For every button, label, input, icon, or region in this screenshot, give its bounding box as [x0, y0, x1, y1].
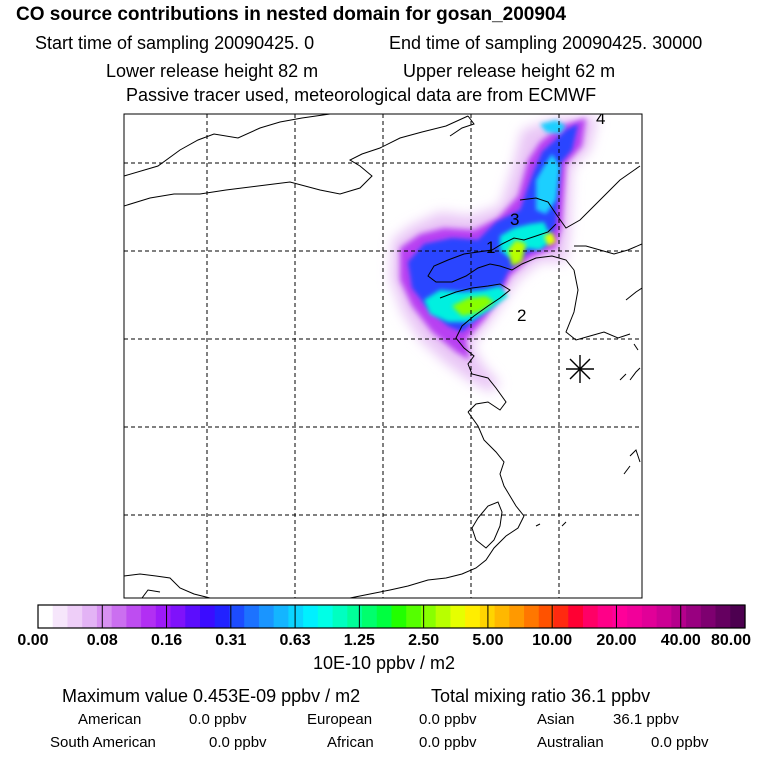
- colorbar-swatch: [362, 605, 378, 628]
- coastlines: [124, 114, 642, 598]
- plume-blue: [408, 124, 578, 332]
- region-name: Australian: [537, 734, 604, 751]
- region-name: American: [78, 711, 142, 728]
- colorbar-swatch: [450, 605, 466, 628]
- region-value: 0.0 ppbv: [209, 734, 267, 751]
- map-grid: [124, 114, 642, 598]
- colorbar-swatch: [627, 605, 643, 628]
- region-name: Asian: [537, 711, 575, 728]
- colorbar-tick-label: 20.00: [596, 632, 636, 649]
- colorbar-swatch: [671, 605, 687, 628]
- colorbar-swatch: [347, 605, 363, 628]
- colorbar-tick-label: 0.00: [17, 632, 48, 649]
- colorbar-swatch: [700, 605, 717, 628]
- chart-title: CO source contributions in nested domain…: [16, 4, 567, 25]
- colorbar-swatch: [111, 605, 127, 628]
- colorbar-swatch: [214, 605, 231, 628]
- source-label: 1: [486, 238, 495, 257]
- colorbar-swatch: [538, 605, 555, 628]
- colorbar-swatch: [420, 605, 437, 628]
- colorbar-swatch: [288, 605, 304, 628]
- colorbar-swatch: [82, 605, 98, 628]
- colorbar-swatch: [391, 605, 407, 628]
- colorbar-swatch: [730, 605, 746, 628]
- colorbar-tick-label: 0.31: [215, 632, 246, 649]
- colorbar-tick-label: 80.00: [711, 632, 751, 649]
- colorbar-swatch: [465, 605, 481, 628]
- region-value: 0.0 ppbv: [419, 711, 477, 728]
- colorbar-swatch: [553, 605, 569, 628]
- colorbar-swatch: [170, 605, 186, 628]
- colorbar-units: 10E-10 ppbv / m2: [312, 653, 456, 673]
- colorbar-swatch: [244, 605, 260, 628]
- colorbar-swatch: [303, 605, 319, 628]
- region-value: 0.0 ppbv: [651, 734, 709, 751]
- plume-core: [452, 232, 556, 316]
- source-label: 2: [517, 306, 526, 325]
- colorbar-swatch: [126, 605, 142, 628]
- colorbar-swatch: [185, 605, 201, 628]
- colorbar-swatch: [656, 605, 672, 628]
- colorbar-swatch: [568, 605, 584, 628]
- source-labels: 1 2 3 4: [486, 109, 605, 325]
- region-name: European: [307, 711, 373, 728]
- colorbar-tick-label: 0.63: [280, 632, 311, 649]
- colorbar-swatch: [612, 605, 628, 628]
- region-value: 36.1 ppbv: [613, 711, 679, 728]
- colorbar-tick-label: 40.00: [661, 632, 701, 649]
- colorbar-tick-label: 5.00: [472, 632, 503, 649]
- colorbar-swatch: [435, 605, 452, 628]
- region-value: 0.0 ppbv: [419, 734, 477, 751]
- colorbar-swatch: [67, 605, 83, 628]
- colorbar-tick-label: 0.08: [87, 632, 118, 649]
- colorbar-swatch: [524, 605, 540, 628]
- colorbar-tick-label: 2.50: [408, 632, 439, 649]
- colorbar-swatch: [406, 605, 422, 628]
- colorbar-swatch: [200, 605, 216, 628]
- tracer-note: Passive tracer used, meteorological data…: [126, 85, 597, 105]
- colorbar-swatch: [317, 605, 334, 628]
- colorbar-swatch: [376, 605, 393, 628]
- colorbar-swatch: [38, 605, 54, 628]
- colorbar-swatch: [582, 605, 599, 628]
- colorbar-swatch: [597, 605, 614, 628]
- colorbar-swatch: [686, 605, 702, 628]
- colorbar-swatch: [141, 605, 157, 628]
- receptor-marker-icon: [566, 355, 594, 383]
- region-name: African: [327, 734, 374, 751]
- source-label: 3: [510, 210, 519, 229]
- start-time-label: Start time of sampling 20090425. 0: [35, 33, 315, 53]
- colorbar-swatch: [96, 605, 113, 628]
- colorbar-swatch: [229, 605, 245, 628]
- lower-release-label: Lower release height 82 m: [106, 61, 319, 81]
- end-time-label: End time of sampling 20090425. 30000: [389, 33, 703, 53]
- colorbar-frame: [37, 604, 746, 629]
- colorbar-tick-label: 10.00: [532, 632, 572, 649]
- colorbar-tick-labels: 0.00 0.08 0.16 0.31 0.63 1.25 2.50 5.00 10.00 20.…: [17, 632, 751, 649]
- source-label: 4: [596, 109, 605, 128]
- colorbar-swatch: [332, 605, 348, 628]
- total-mixing-ratio-label: Total mixing ratio 36.1 ppbv: [431, 686, 651, 706]
- map-frame: [123, 113, 643, 599]
- map-panel: 1 2 3 4: [124, 109, 642, 598]
- colorbar-tick-label: 1.25: [344, 632, 375, 649]
- max-value-label: Maximum value 0.453E-09 ppbv / m2: [62, 686, 361, 706]
- colorbar-swatch: [155, 605, 172, 628]
- colorbar-swatch: [641, 605, 658, 628]
- colorbar-swatch: [273, 605, 289, 628]
- upper-release-label: Upper release height 62 m: [403, 61, 616, 81]
- colorbar-swatch: [494, 605, 510, 628]
- colorbar-swatch: [715, 605, 731, 628]
- region-value: 0.0 ppbv: [189, 711, 247, 728]
- colorbar: [37, 604, 746, 629]
- colorbar-swatch: [52, 605, 69, 628]
- region-name: South American: [50, 734, 156, 751]
- colorbar-swatch: [258, 605, 275, 628]
- colorbar-tick-label: 0.16: [151, 632, 182, 649]
- colorbar-swatch: [509, 605, 525, 628]
